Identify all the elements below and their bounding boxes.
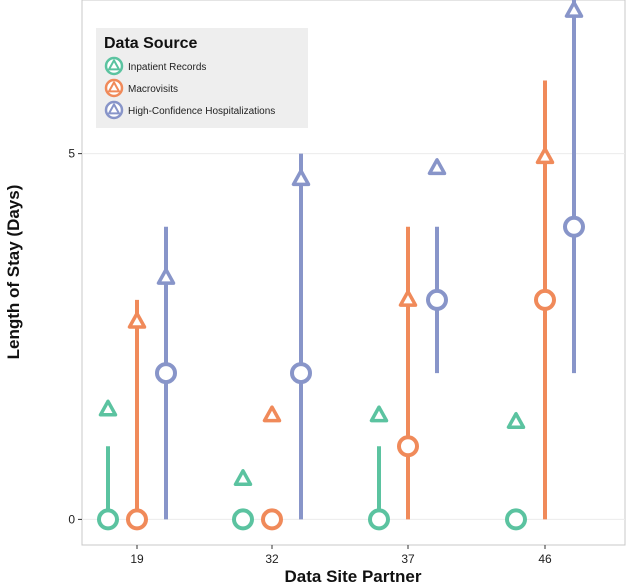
- mean-point: [127, 311, 147, 329]
- mean-point: [427, 158, 447, 176]
- series-high-confidence-hospitalizations: [155, 0, 585, 520]
- median-point: [426, 288, 448, 311]
- median-point: [97, 508, 119, 531]
- median-point: [368, 508, 390, 531]
- median-point: [126, 508, 148, 531]
- mean-point: [233, 469, 253, 487]
- legend-title: Data Source: [104, 35, 197, 52]
- median-point: [397, 435, 419, 458]
- y-tick-label: 0: [68, 512, 75, 526]
- x-tick-label: 46: [538, 552, 552, 566]
- median-point: [534, 288, 556, 311]
- median-point: [232, 508, 254, 531]
- y-tick-label: 5: [68, 147, 75, 161]
- median-point: [155, 362, 177, 385]
- mean-point: [535, 147, 555, 165]
- x-tick-label: 32: [265, 552, 279, 566]
- y-axis-title: Length of Stay (Days): [4, 185, 23, 360]
- mean-point: [291, 169, 311, 187]
- series-macrovisits: [126, 80, 556, 531]
- legend-label: High-Confidence Hospitalizations: [128, 106, 275, 117]
- mean-point: [564, 0, 584, 18]
- mean-point: [262, 405, 282, 423]
- legend-triangle-icon: [108, 81, 120, 93]
- legend: Data Source Inpatient Records Macrovisits…: [96, 28, 308, 128]
- legend-item: Macrovisits: [104, 78, 178, 98]
- mean-point: [156, 267, 176, 285]
- legend-item: Inpatient Records: [104, 56, 206, 76]
- mean-point: [398, 289, 418, 307]
- median-point: [261, 508, 283, 531]
- legend-box: [96, 28, 308, 128]
- median-point: [563, 215, 585, 238]
- x-tick-label: 37: [401, 552, 415, 566]
- legend-label: Inpatient Records: [128, 62, 206, 73]
- grid-lines: [82, 153, 625, 520]
- legend-triangle-icon: [108, 103, 120, 115]
- mean-point: [506, 411, 526, 429]
- median-point: [290, 362, 312, 385]
- data-marks: [97, 0, 585, 531]
- x-tick-label: 19: [130, 552, 144, 566]
- y-axis-ticks: 05: [68, 147, 82, 526]
- x-axis-title: Data Site Partner: [285, 567, 422, 586]
- mean-point: [369, 405, 389, 423]
- legend-label: Macrovisits: [128, 84, 178, 95]
- median-point: [505, 508, 527, 531]
- legend-triangle-icon: [108, 59, 120, 71]
- legend-item: High-Confidence Hospitalizations: [104, 100, 275, 120]
- series-inpatient-records: [97, 399, 527, 531]
- x-axis-ticks: 19 32 37 46: [130, 545, 552, 566]
- mean-point: [98, 399, 118, 417]
